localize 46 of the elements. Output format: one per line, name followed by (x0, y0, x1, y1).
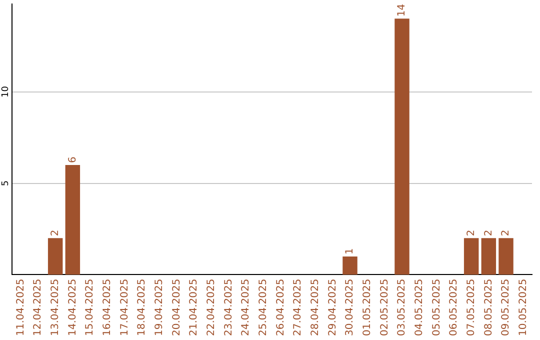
bar (342, 256, 358, 275)
x-tick-label: 09.05.2025 (500, 278, 512, 336)
x-tick-label: 20.04.2025 (171, 278, 182, 336)
data-label: 2 (466, 230, 477, 236)
x-tick-label: 05.05.2025 (431, 278, 442, 336)
x-tick-label: 26.04.2025 (275, 278, 286, 336)
x-tick-label: 01.05.2025 (362, 278, 373, 336)
data-label: 2 (50, 230, 61, 236)
x-tick-label: 06.05.2025 (448, 278, 460, 336)
x-tick-label: 07.05.2025 (466, 278, 477, 336)
x-tick-label: 24.04.2025 (240, 278, 252, 336)
x-tick-label: 30.04.2025 (344, 278, 356, 336)
x-tick-label: 08.05.2025 (483, 278, 494, 336)
x-tick-label: 13.04.2025 (50, 278, 61, 336)
x-tick-label: 10.05.2025 (518, 278, 529, 336)
x-tick-label: 17.04.2025 (119, 278, 130, 336)
x-tick-label: 11.04.2025 (15, 278, 26, 336)
data-label: 2 (483, 230, 494, 236)
x-tick-label: 27.04.2025 (292, 278, 304, 336)
bar (394, 18, 410, 275)
x-tick-label: 23.04.2025 (223, 278, 234, 336)
x-tick-label: 02.05.2025 (379, 278, 390, 336)
x-tick-label: 25.04.2025 (258, 278, 269, 336)
x-tick-label: 22.04.2025 (206, 278, 217, 336)
x-tick-label: 12.04.2025 (32, 278, 44, 336)
bar (481, 238, 496, 275)
bar (498, 238, 514, 275)
y-tick-label: 10 (0, 86, 11, 98)
data-label: 14 (396, 4, 408, 17)
x-tick-label: 16.04.2025 (102, 278, 113, 336)
data-label: 6 (67, 156, 78, 163)
x-tick-label: 04.05.2025 (414, 278, 425, 336)
x-tick-label: 18.04.2025 (136, 278, 148, 336)
x-tick-label: 15.04.2025 (84, 278, 96, 336)
bar (65, 164, 80, 275)
data-label: 2 (500, 230, 512, 236)
y-tick-label: 5 (0, 180, 11, 186)
data-label: 1 (344, 248, 356, 254)
bar (464, 238, 479, 275)
x-tick-label: 03.05.2025 (396, 278, 408, 336)
bar (48, 238, 63, 275)
x-tick-label: 19.04.2025 (154, 278, 165, 336)
x-tick-label: 14.04.2025 (67, 278, 78, 336)
x-tick-label: 29.04.2025 (327, 278, 338, 336)
x-tick-label: 21.04.2025 (188, 278, 200, 336)
x-tick-label: 28.04.2025 (310, 278, 321, 336)
